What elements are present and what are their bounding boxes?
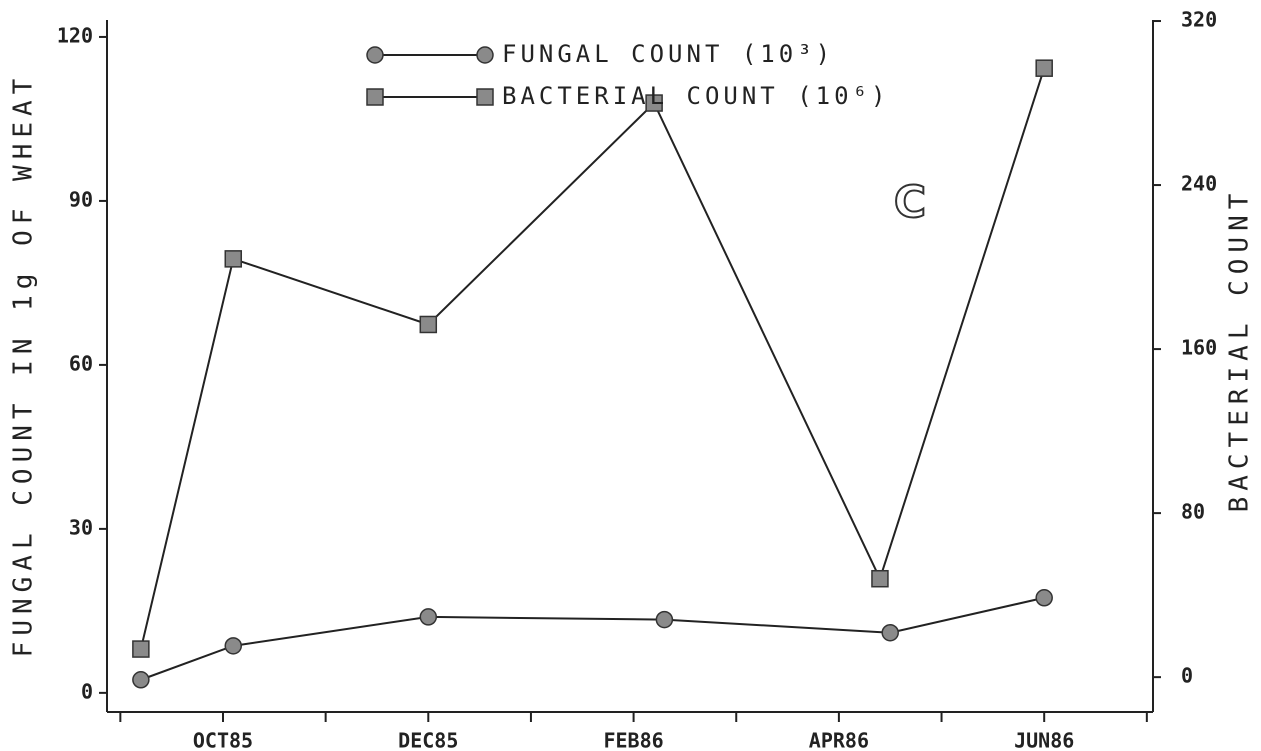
data-point <box>1035 589 1053 607</box>
data-point <box>871 569 889 588</box>
legend-marker <box>476 88 494 106</box>
legend-marker <box>476 46 494 64</box>
y-tick-label: 30 <box>69 515 93 539</box>
y-tick-label: 90 <box>69 187 93 211</box>
series-line <box>139 67 1046 650</box>
y2-tick-label: 320 <box>1181 8 1217 32</box>
legend-marker <box>366 46 384 64</box>
data-point <box>419 315 438 334</box>
y2-tick-label: 160 <box>1181 336 1217 360</box>
x-tick-label: DEC85 <box>398 729 458 751</box>
data-point <box>132 671 150 689</box>
data-point <box>655 610 674 629</box>
x-tick-label: OCT85 <box>193 729 253 751</box>
annotation: C <box>894 177 926 228</box>
y-tick-label: 0 <box>81 679 93 703</box>
y2-tick-label: 0 <box>1181 664 1193 688</box>
data-point <box>1035 59 1053 77</box>
y-tick-label: 120 <box>57 23 93 47</box>
y2-tick-label: 80 <box>1181 500 1205 524</box>
legend-label: BACTERIAL COUNT (10⁶) <box>502 82 889 110</box>
series-line <box>140 596 1045 681</box>
data-point <box>419 608 438 626</box>
x-tick-label: JUN86 <box>1014 729 1074 751</box>
y-tick-label: 60 <box>69 351 93 375</box>
y2-axis-title: BACTERIAL COUNT <box>1225 188 1255 513</box>
data-point <box>224 637 243 655</box>
data-point <box>224 250 243 268</box>
x-tick-label: APR86 <box>809 729 869 751</box>
y-axis-title: FUNGAL COUNT IN 1g OF WHEAT <box>9 73 39 658</box>
legend-marker <box>366 88 384 106</box>
legend-label: FUNGAL COUNT (10³) <box>502 40 834 68</box>
data-point <box>881 623 899 642</box>
data-point <box>645 94 663 112</box>
data-point <box>132 640 150 658</box>
y2-tick-label: 240 <box>1181 172 1217 196</box>
x-tick-label: FEB86 <box>603 729 663 751</box>
